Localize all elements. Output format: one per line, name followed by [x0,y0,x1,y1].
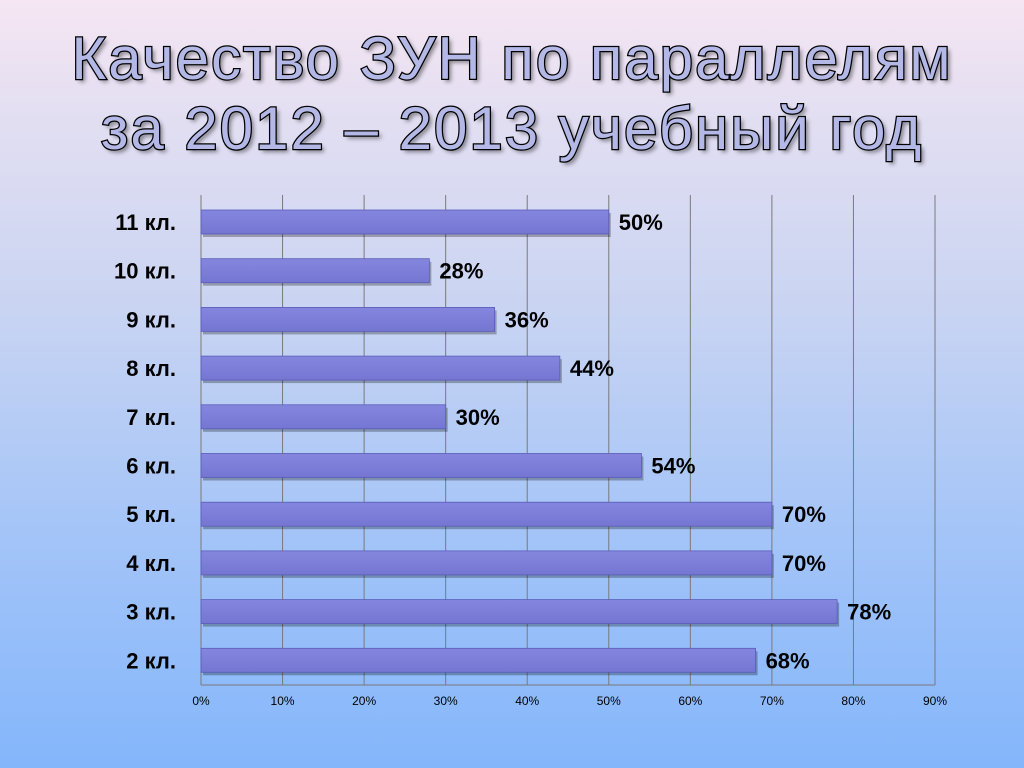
category-label: 11 кл. [115,210,176,235]
data-label: 50% [619,210,663,235]
data-label: 70% [782,502,826,527]
x-tick-label-70: 70% [760,694,784,708]
category-label: 9 кл. [126,307,176,332]
x-tick-label-90: 90% [923,694,947,708]
bar [200,306,496,332]
data-label: 44% [570,356,614,381]
data-label: 54% [651,454,695,479]
category-label: 2 кл. [126,648,176,673]
bar [200,209,610,235]
x-tick-label-80: 80% [841,694,865,708]
x-tick-label-50: 50% [597,694,621,708]
bar [200,501,773,527]
category-label: 6 кл. [126,454,176,479]
category-label: 3 кл. [126,600,176,625]
x-tick-label-30: 30% [434,694,458,708]
x-tick-label-0: 0% [192,694,210,708]
slide-title-line-2: за 2012 – 2013 учебный год [100,94,924,164]
x-tick-label-40: 40% [515,694,539,708]
category-label: 5 кл. [126,502,176,527]
x-tick-label-60: 60% [678,694,702,708]
category-label: 10 кл. [114,259,176,284]
category-label: 7 кл. [126,405,176,430]
x-tick-label-10: 10% [271,694,295,708]
slide-title-line-1: Качество ЗУН по параллелям [70,24,953,94]
data-label: 30% [456,405,500,430]
category-label: 4 кл. [126,551,176,576]
data-label: 36% [505,307,549,332]
slide-title: Качество ЗУН по параллелям за 2012 – 201… [0,24,1024,164]
category-label: 8 кл. [126,356,176,381]
bar [200,355,561,381]
bar [200,404,447,430]
data-label: 68% [766,648,810,673]
data-label: 28% [439,259,483,284]
bar [200,550,773,576]
data-label: 78% [847,600,891,625]
bar [200,453,642,478]
x-tick-label-20: 20% [352,694,376,708]
bar [200,258,430,284]
bar [200,647,756,673]
data-label: 70% [782,551,826,576]
bar [200,599,838,624]
